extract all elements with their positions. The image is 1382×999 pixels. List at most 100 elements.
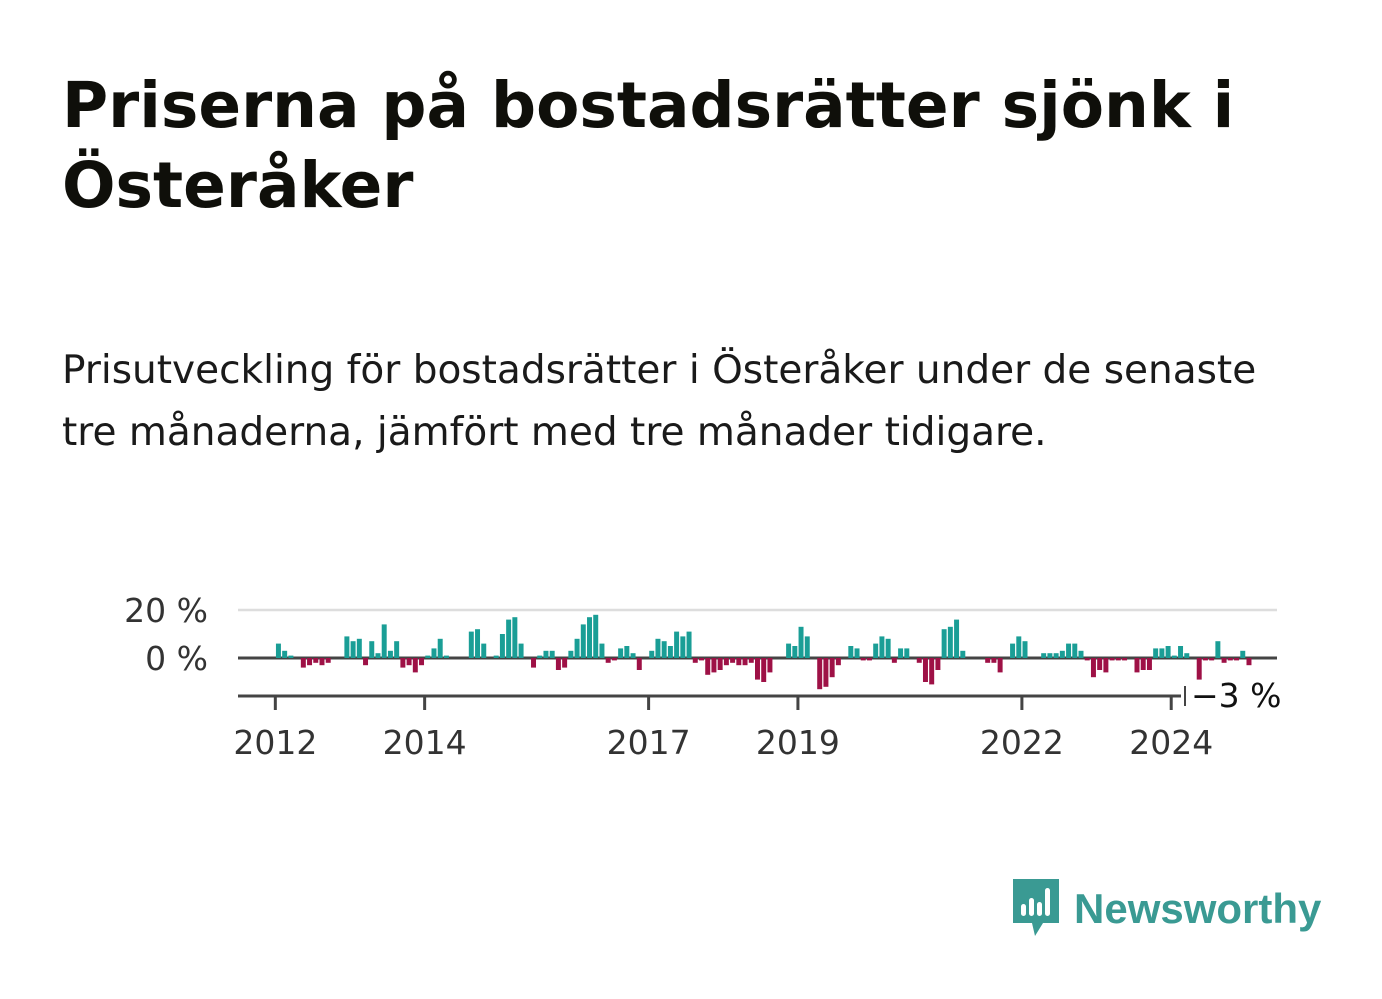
bar xyxy=(350,641,356,658)
x-tick-label: 2017 xyxy=(607,723,691,762)
bar xyxy=(922,658,928,682)
bar xyxy=(692,658,698,663)
bar xyxy=(1041,653,1047,658)
bar xyxy=(860,658,866,661)
bar xyxy=(755,658,760,680)
bar xyxy=(481,643,487,658)
y-tick-label: 20 % xyxy=(124,591,208,630)
bar xyxy=(387,650,393,658)
bar xyxy=(1240,650,1246,658)
page-title: Priserna på bostadsrätter sjönk i Österå… xyxy=(62,69,1235,222)
bar xyxy=(736,658,742,666)
bar xyxy=(941,629,947,658)
newsworthy-logo: Newsworthy xyxy=(1010,876,1321,942)
bar xyxy=(562,658,568,668)
bar xyxy=(611,658,617,661)
bar xyxy=(1122,658,1128,661)
bar xyxy=(1221,658,1227,663)
bar xyxy=(344,636,350,658)
bar xyxy=(531,658,537,668)
bar xyxy=(1234,658,1240,661)
bar xyxy=(829,658,835,678)
bar xyxy=(543,650,549,658)
bar xyxy=(991,658,997,663)
bar xyxy=(580,624,586,658)
bar xyxy=(929,658,935,685)
bar xyxy=(313,658,319,663)
bar xyxy=(1165,646,1171,658)
bar xyxy=(1053,653,1059,658)
value-callout: −3 % xyxy=(1191,676,1282,715)
bar xyxy=(723,658,729,666)
bar xyxy=(624,646,630,658)
bar xyxy=(400,658,406,668)
bar xyxy=(369,641,375,658)
bar xyxy=(1184,653,1190,658)
bar xyxy=(475,629,481,658)
bar xyxy=(817,658,823,690)
bar xyxy=(997,658,1003,673)
bar xyxy=(655,638,661,658)
y-tick-label: 0 % xyxy=(145,639,208,678)
bar xyxy=(1103,658,1109,673)
bar xyxy=(680,636,686,658)
x-tick-label: 2019 xyxy=(756,723,840,762)
bar xyxy=(599,643,605,658)
bar xyxy=(835,658,841,666)
bar xyxy=(898,648,904,658)
bar xyxy=(1134,658,1140,673)
bar xyxy=(1022,641,1028,658)
bar xyxy=(394,641,400,658)
bar xyxy=(363,658,369,666)
bar xyxy=(1209,658,1215,661)
bar xyxy=(1215,641,1221,658)
bar xyxy=(506,619,512,658)
bar xyxy=(935,658,941,670)
bar xyxy=(1196,658,1202,680)
bar xyxy=(493,655,499,658)
bar xyxy=(711,658,717,673)
bar xyxy=(674,631,680,658)
bar xyxy=(916,658,922,663)
bar xyxy=(1153,648,1159,658)
bar xyxy=(356,638,362,658)
value-callout-background xyxy=(1181,680,1279,712)
bar xyxy=(761,658,767,682)
bar xyxy=(954,619,960,658)
bar xyxy=(798,626,804,658)
bar xyxy=(425,655,431,658)
x-tick-label: 2012 xyxy=(233,723,317,762)
bar xyxy=(1047,653,1053,658)
bar xyxy=(300,658,306,668)
bar xyxy=(319,658,325,666)
bar xyxy=(667,646,673,658)
bar xyxy=(985,658,991,663)
bar xyxy=(1097,658,1103,670)
bar xyxy=(593,614,599,658)
bar xyxy=(1072,643,1078,658)
bar xyxy=(1178,646,1184,658)
bar xyxy=(288,655,294,658)
bar xyxy=(375,653,381,658)
bar xyxy=(518,643,524,658)
bar xyxy=(325,658,331,663)
bar xyxy=(1090,658,1096,678)
bar xyxy=(823,658,829,687)
bar xyxy=(1159,648,1165,658)
x-tick-label: 2014 xyxy=(383,723,467,762)
bar xyxy=(1078,650,1084,658)
bar xyxy=(1059,650,1065,658)
bar xyxy=(1010,643,1016,658)
bar xyxy=(1084,658,1090,661)
bar xyxy=(1202,658,1208,661)
bar xyxy=(873,643,879,658)
bar xyxy=(885,638,891,658)
bar xyxy=(686,631,692,658)
bar xyxy=(555,658,561,670)
bar xyxy=(618,648,624,658)
bar xyxy=(537,655,543,658)
bar xyxy=(1066,643,1072,658)
bar xyxy=(406,658,412,666)
bar xyxy=(1146,658,1152,670)
